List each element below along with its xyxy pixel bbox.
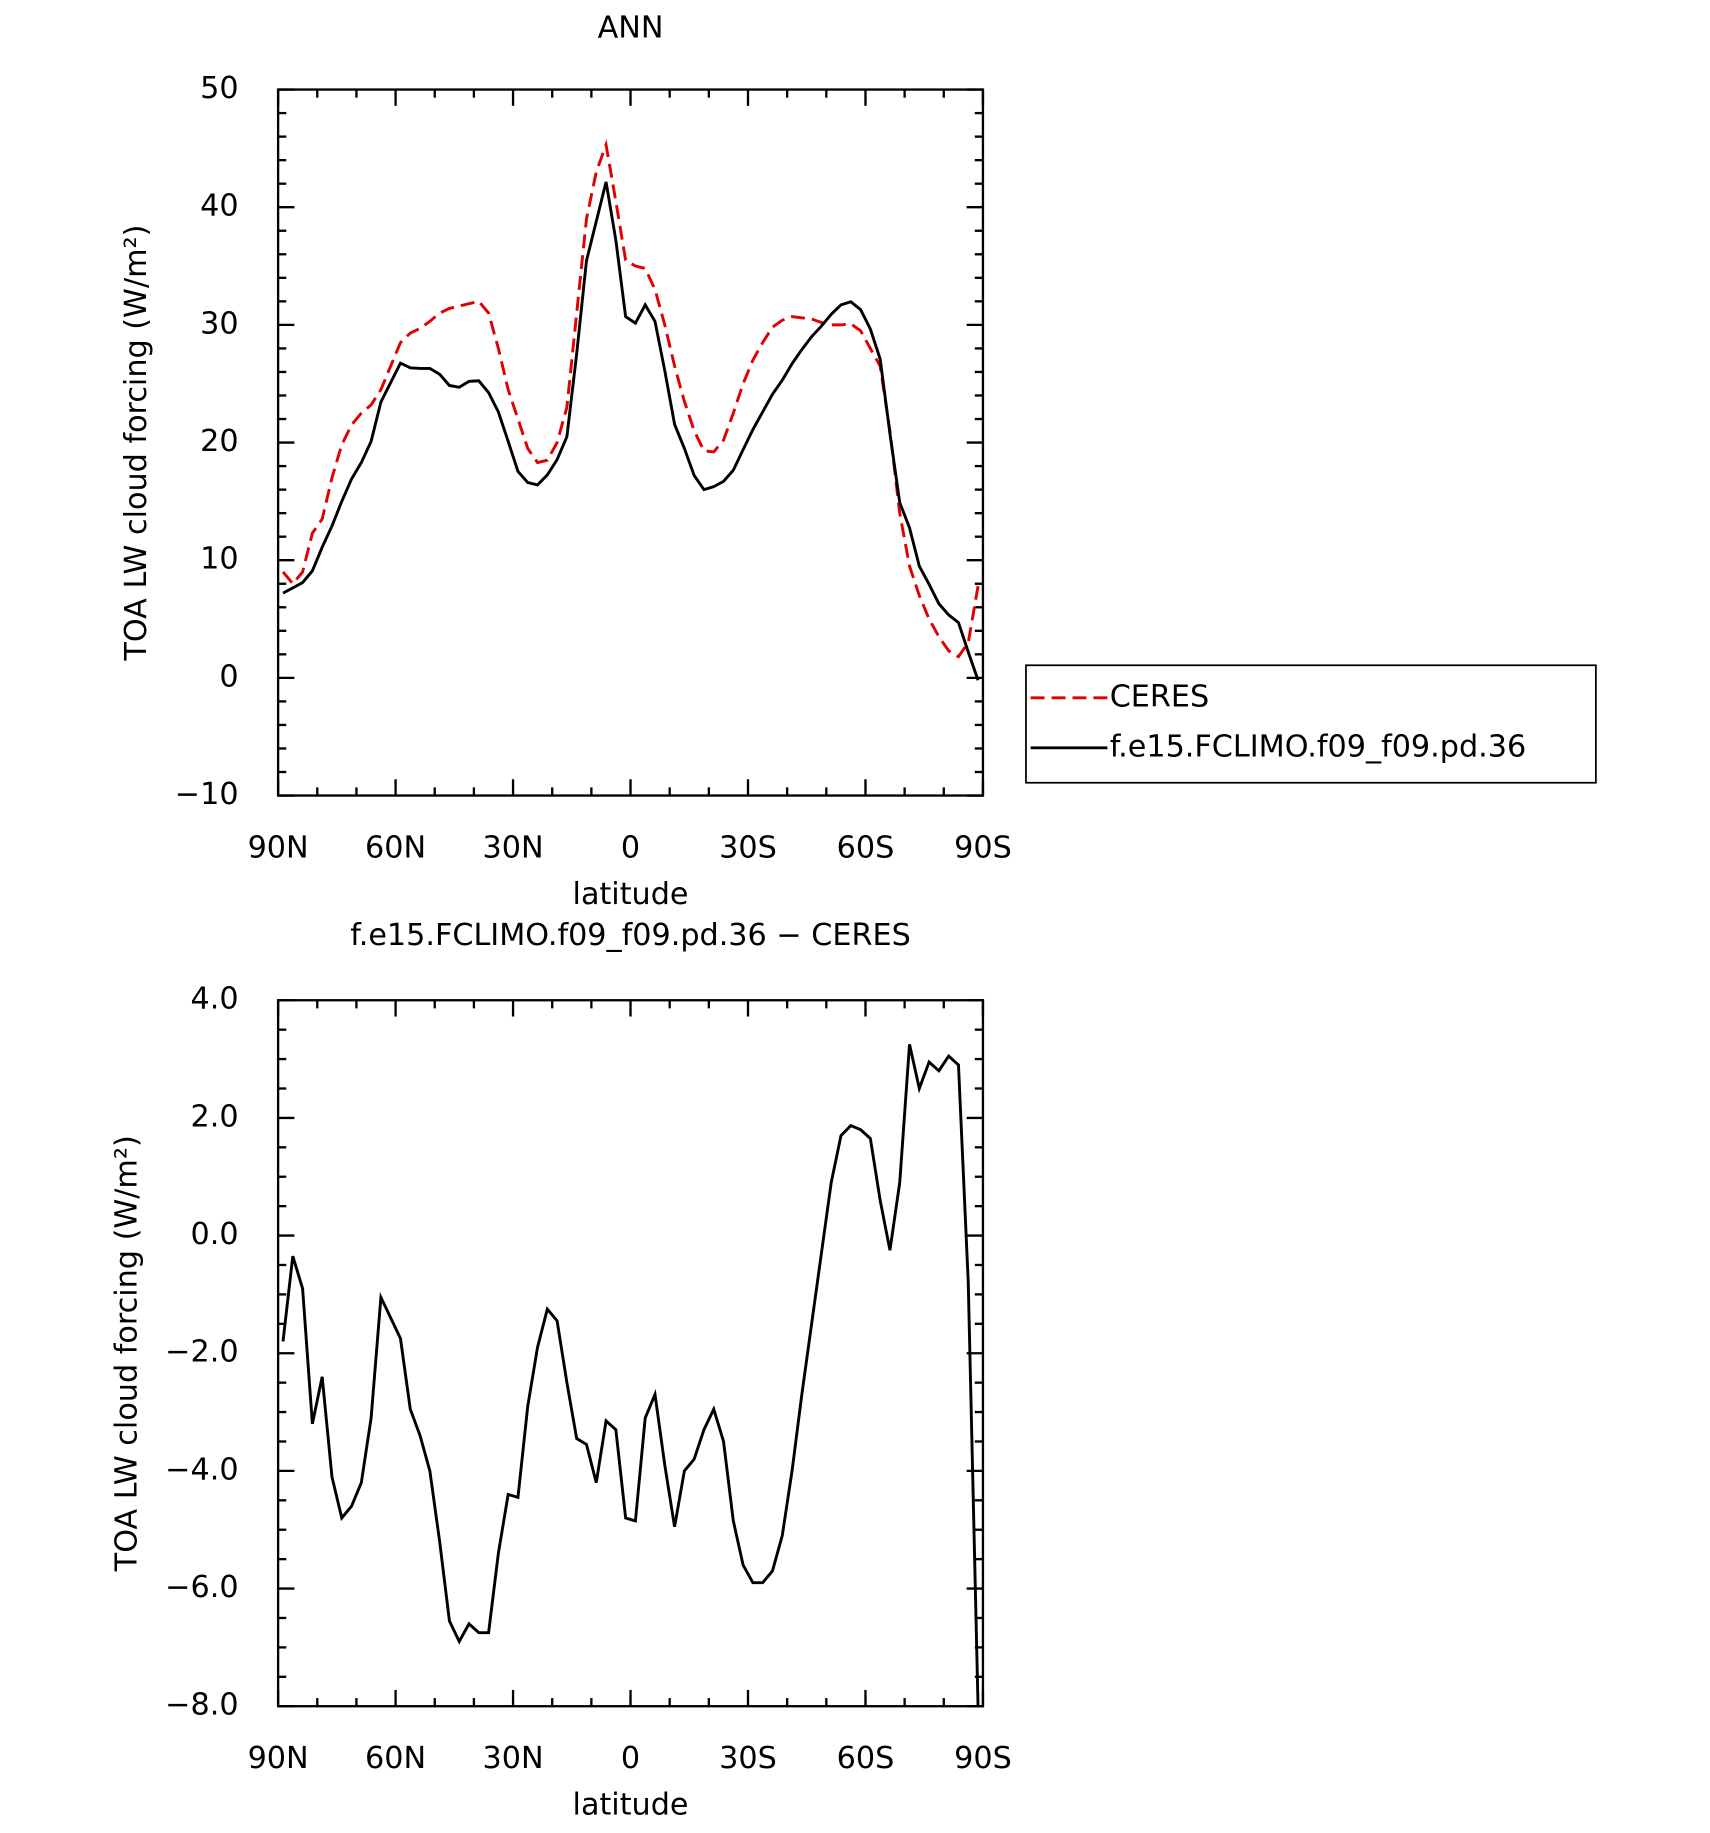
x-tick-label: 90S: [954, 831, 1012, 866]
y-tick-label: 10: [200, 542, 238, 577]
y-tick-label: 4.0: [191, 982, 239, 1017]
x-tick-label: 60N: [365, 831, 426, 866]
legend-label: CERES: [1110, 679, 1209, 714]
y-tick-label: 2.0: [191, 1099, 239, 1134]
y-axis-label: TOA LW cloud forcing (W/m²): [110, 1135, 145, 1572]
y-tick-label: −4.0: [165, 1452, 238, 1487]
y-tick-label: −2.0: [165, 1335, 238, 1370]
x-tick-label: 60N: [365, 1741, 426, 1776]
y-tick-label: 30: [200, 306, 238, 341]
x-axis-label: latitude: [573, 1788, 689, 1823]
x-tick-label: 60S: [837, 1741, 895, 1776]
y-tick-label: 0: [219, 659, 238, 694]
y-tick-label: 0.0: [191, 1217, 239, 1252]
y-tick-label: 40: [200, 189, 238, 224]
y-tick-label: −6.0: [165, 1570, 238, 1605]
y-axis-label: TOA LW cloud forcing (W/m²): [119, 225, 154, 662]
y-tick-label: 50: [200, 71, 238, 106]
chart: f.e15.FCLIMO.f09_f09.pd.36 − CERES latitu…: [110, 918, 1012, 1823]
series-line: [281, 1044, 980, 1707]
y-tick-label: −8.0: [165, 1688, 238, 1723]
x-tick-label: 90N: [248, 1741, 309, 1776]
plot-frame: [276, 999, 985, 1708]
chart-title: ANN: [598, 11, 664, 46]
legend-box: [1025, 664, 1597, 784]
x-tick-label: 30S: [719, 831, 777, 866]
x-tick-label: 0: [621, 1741, 640, 1776]
y-tick-label: 20: [200, 424, 238, 459]
x-tick-label: 30S: [719, 1741, 777, 1776]
series-line: [281, 139, 980, 659]
x-tick-label: 30N: [483, 831, 544, 866]
legend-label: f.e15.FCLIMO.f09_f09.pd.36: [1110, 729, 1526, 764]
y-tick-label: −10: [175, 777, 239, 812]
x-tick-label: 0: [621, 831, 640, 866]
x-tick-label: 90N: [248, 831, 309, 866]
chart-title: f.e15.FCLIMO.f09_f09.pd.36 − CERES: [350, 918, 910, 953]
x-tick-label: 60S: [837, 831, 895, 866]
x-axis-label: latitude: [573, 877, 689, 912]
series-line: [282, 181, 980, 681]
x-tick-label: 30N: [483, 1741, 544, 1776]
plot-frame: [276, 88, 985, 797]
x-tick-label: 90S: [954, 1741, 1012, 1776]
chart: ANN latitude TOA LW cloud forcing (W/m²) 90…: [119, 11, 1597, 912]
